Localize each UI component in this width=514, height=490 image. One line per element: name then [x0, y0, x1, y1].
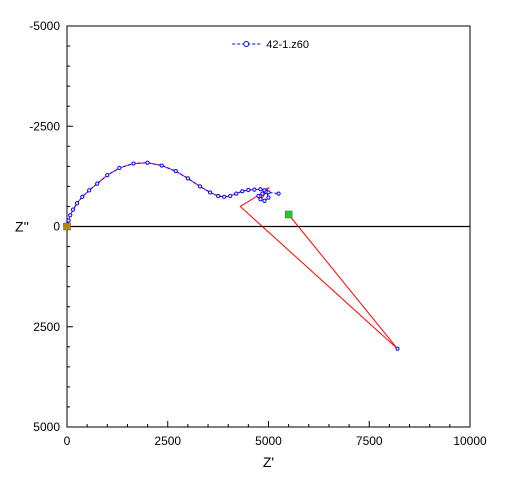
data-point — [216, 193, 221, 199]
data-point — [276, 191, 281, 196]
data-point — [80, 194, 85, 199]
axes: 0 2500 5000 7500 10000 -5000 -2500 0 2500 5000 Z' Z… — [15, 19, 487, 470]
series-line — [66, 162, 279, 227]
data-point — [66, 218, 71, 223]
x-tick-label: 0 — [64, 434, 71, 448]
data-point — [185, 176, 190, 181]
y-tick-label: 2500 — [33, 320, 60, 334]
data-point — [222, 194, 227, 199]
data-point — [173, 169, 178, 174]
data-point — [252, 187, 257, 192]
y-tick-label: -5000 — [29, 19, 60, 33]
x-axis-title: Z' — [263, 454, 274, 470]
start-marker — [63, 222, 71, 231]
series-layer — [63, 160, 400, 351]
y-tick-label: 0 — [53, 220, 60, 234]
x-tick-label: 5000 — [255, 434, 282, 448]
data-point — [117, 165, 122, 171]
data-point — [197, 184, 203, 189]
data-point — [145, 160, 150, 165]
data-point — [266, 190, 271, 195]
data-point — [68, 213, 73, 218]
data-point — [74, 201, 80, 206]
x-tick-label: 7500 — [356, 434, 383, 448]
legend: 42-1.z60 — [232, 39, 309, 51]
data-point — [240, 189, 245, 194]
data-point — [105, 173, 110, 178]
y-axis-title: Z'' — [15, 219, 29, 235]
legend-label: 42-1.z60 — [266, 39, 309, 51]
plot-frame — [66, 25, 471, 428]
data-point — [207, 190, 213, 195]
data-point — [262, 198, 267, 203]
data-point — [95, 181, 100, 186]
data-point — [256, 193, 261, 199]
data-point — [246, 187, 251, 193]
data-point — [258, 187, 263, 192]
data-point — [234, 191, 239, 196]
data-point — [395, 346, 400, 351]
y-tick-label: -2500 — [29, 119, 60, 133]
data-point — [159, 163, 164, 168]
x-tick-label: 10000 — [453, 434, 487, 448]
legend-marker — [243, 41, 250, 48]
y-tick-label: 5000 — [33, 420, 60, 434]
data-point — [266, 195, 271, 200]
data-point — [260, 191, 265, 196]
end-marker — [284, 210, 293, 219]
data-point — [131, 161, 136, 166]
data-point — [70, 207, 76, 212]
x-tick-label: 2500 — [154, 434, 181, 448]
data-point — [228, 193, 233, 199]
data-point — [87, 188, 92, 193]
fit-line — [66, 162, 398, 350]
data-point — [258, 197, 263, 202]
